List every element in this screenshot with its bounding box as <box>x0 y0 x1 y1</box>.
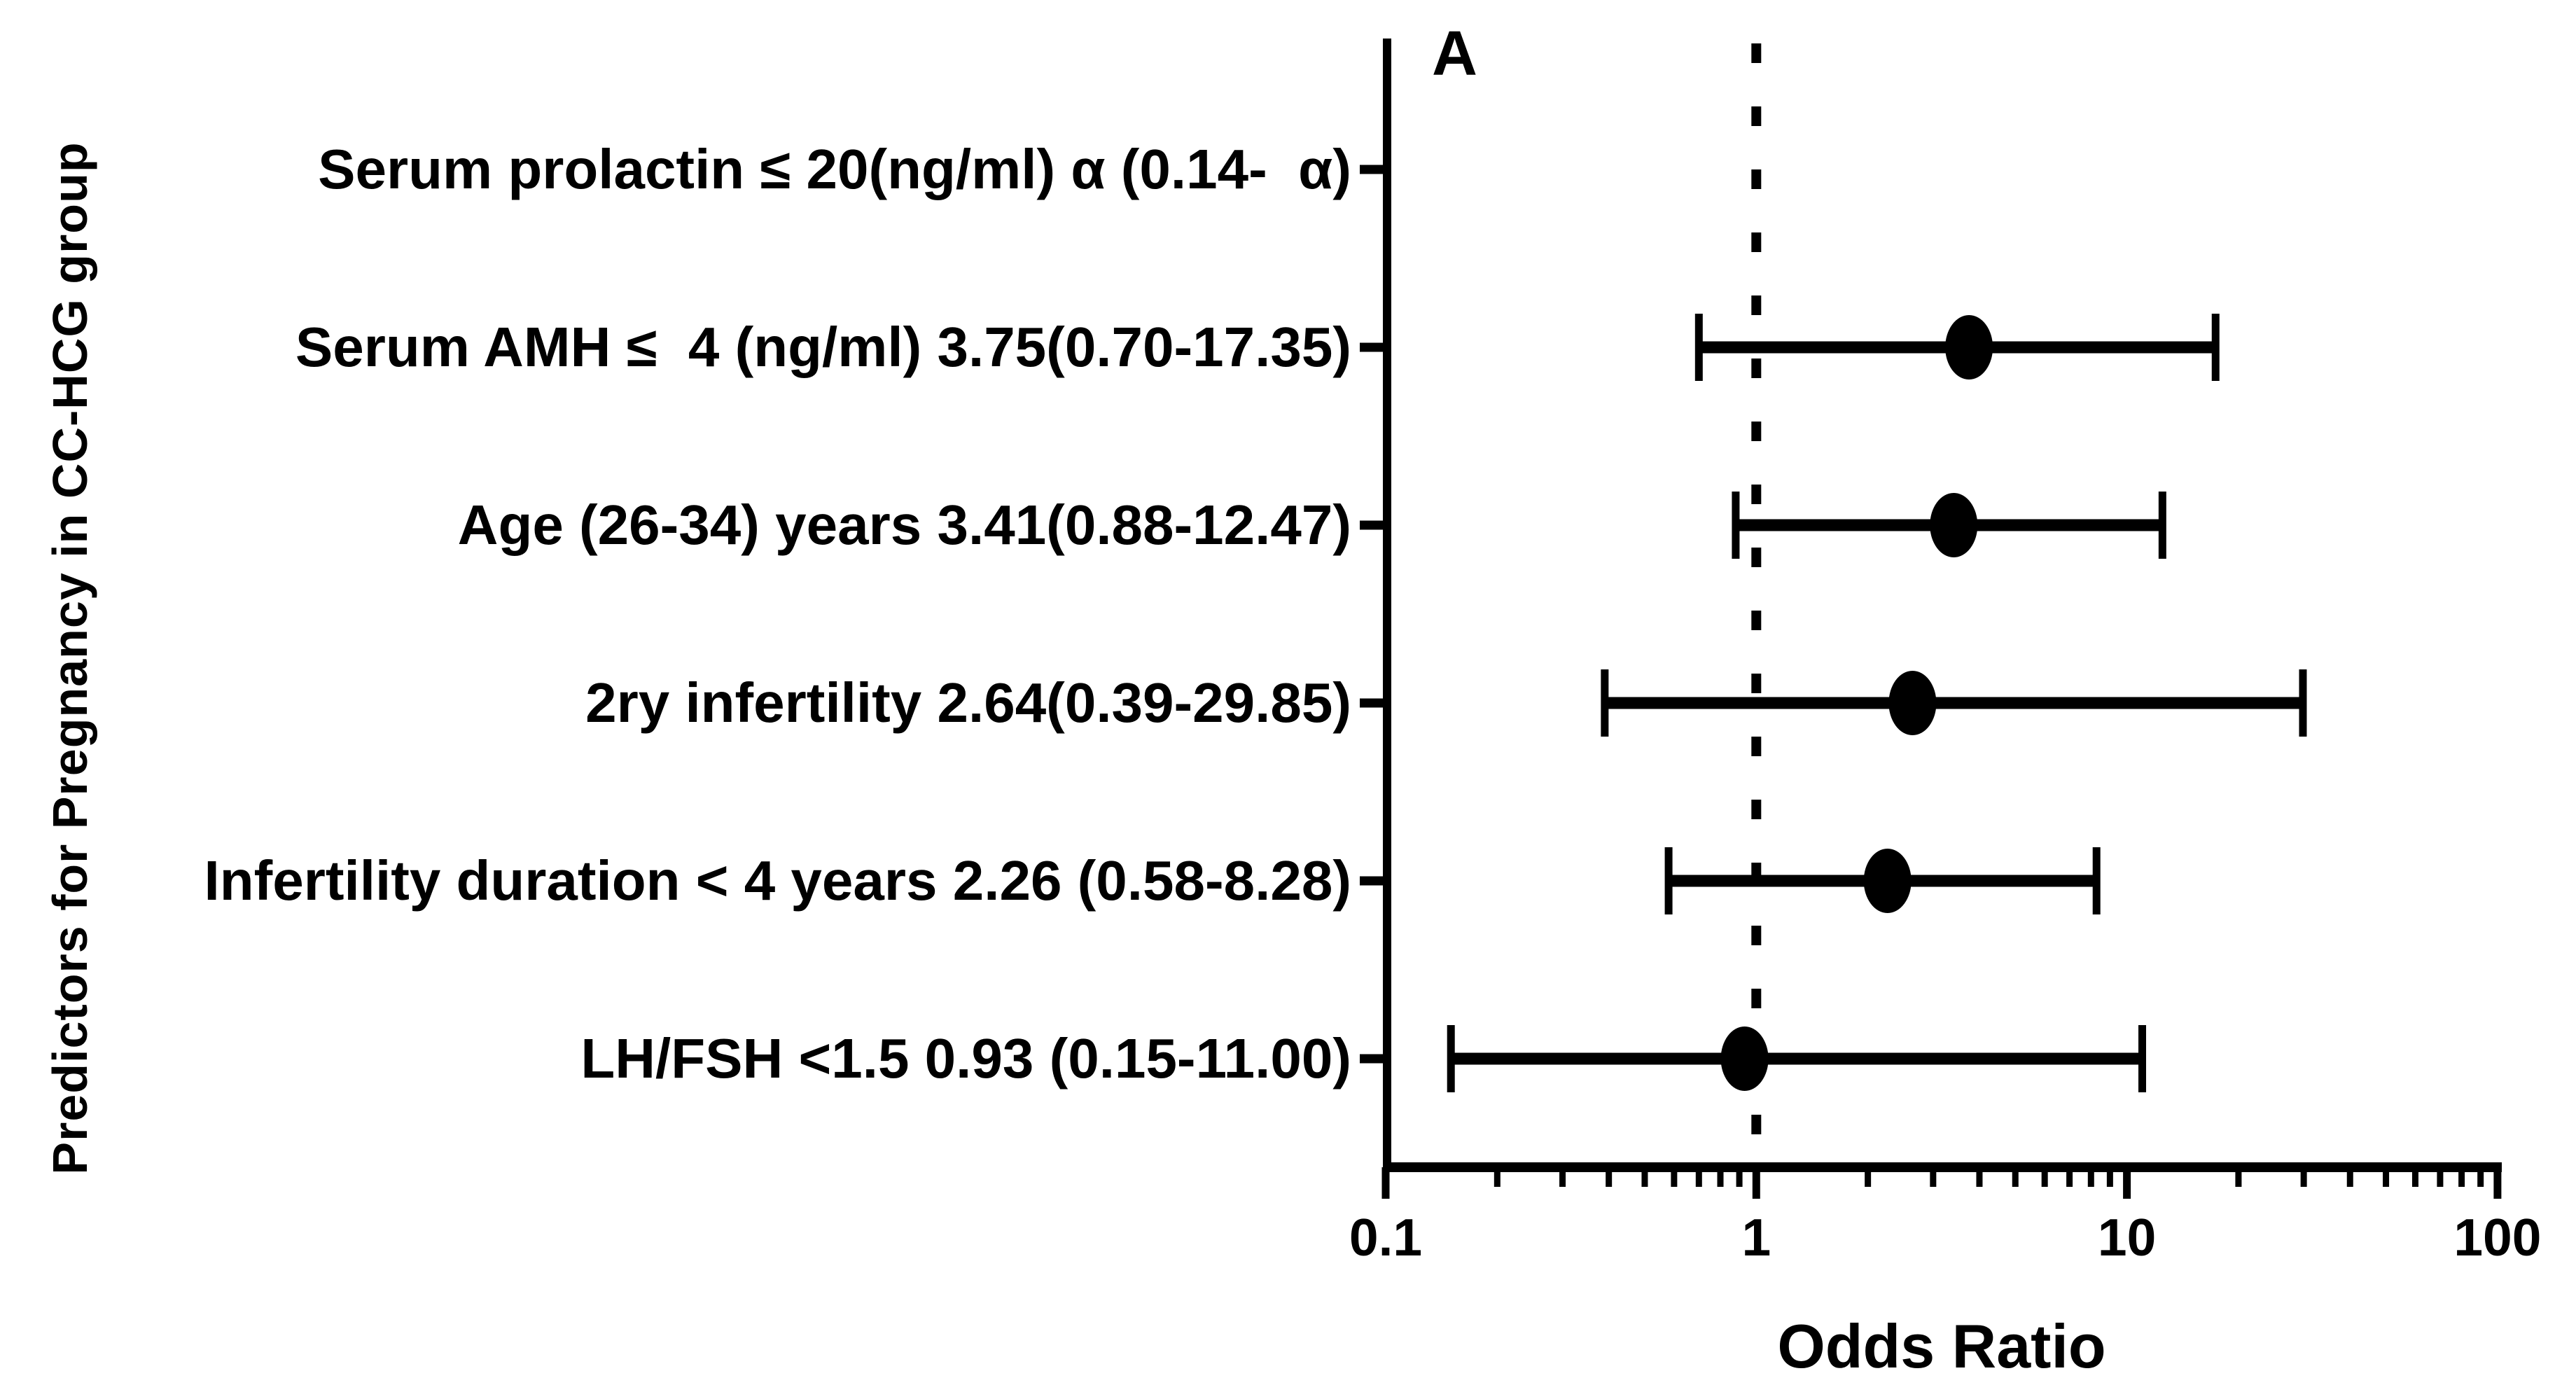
or-point-marker <box>1930 493 1978 557</box>
x-tick-label: 100 <box>2453 1208 2542 1267</box>
or-point-marker <box>1720 1026 1769 1091</box>
or-point-marker <box>1888 671 1937 735</box>
or-point-marker <box>1945 315 1993 380</box>
y-axis-title: Predictors for Pregnancy in CC-HCG group <box>43 141 97 1175</box>
row-label: Age (26-34) years 3.41(0.88-12.47) <box>457 494 1351 556</box>
row-label: Serum AMH ≤ 4 (ng/ml) 3.75(0.70-17.35) <box>295 316 1351 378</box>
row-label: Serum prolactin ≤ 20(ng/ml) α (0.14- α) <box>318 138 1351 200</box>
or-point-marker <box>1863 849 1912 913</box>
x-tick-label: 1 <box>1741 1208 1771 1267</box>
x-tick-label: 10 <box>2097 1208 2157 1267</box>
x-axis-title: Odds Ratio <box>1777 1311 2106 1381</box>
x-tick-label: 0.1 <box>1349 1208 1423 1267</box>
row-label: Infertility duration < 4 years 2.26 (0.5… <box>204 849 1351 912</box>
row-label: LH/FSH <1.5 0.93 (0.15-11.00) <box>580 1027 1351 1090</box>
panel-label: A <box>1432 19 1477 89</box>
row-label: 2ry infertility 2.64(0.39-29.85) <box>585 671 1351 734</box>
